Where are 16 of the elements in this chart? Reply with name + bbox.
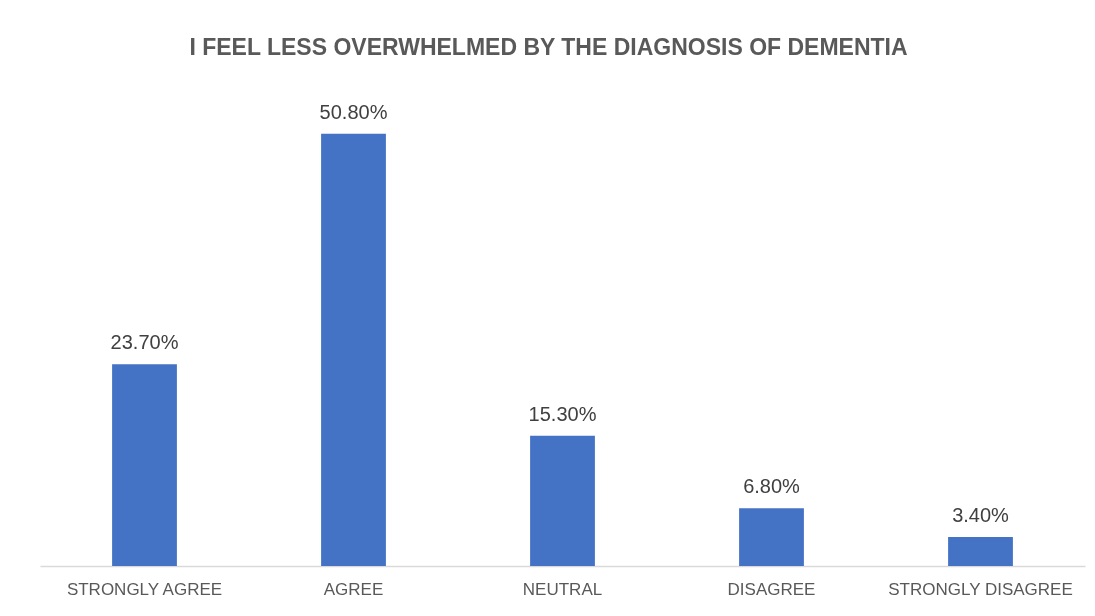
bar <box>739 508 804 566</box>
x-tick-label: NEUTRAL <box>522 579 603 599</box>
bar <box>530 435 595 566</box>
x-tick-label: STRONGLY AGREE <box>66 579 223 599</box>
data-label: 50.80% <box>319 100 388 123</box>
x-tick-label: STRONGLY DISAGREE <box>888 579 1073 599</box>
bar <box>112 364 177 566</box>
data-label: 23.70% <box>110 331 179 354</box>
data-label: 15.30% <box>528 402 597 425</box>
chart-title: I FEEL LESS OVERWHELMED BY THE DIAGNOSIS OF DEMENTIA <box>189 34 908 60</box>
data-label: 3.40% <box>952 504 1010 527</box>
bar <box>948 537 1013 566</box>
bar <box>321 133 386 566</box>
data-label: 6.80% <box>743 475 801 498</box>
x-tick-label: DISAGREE <box>727 579 816 599</box>
x-tick-label: AGREE <box>323 579 384 599</box>
